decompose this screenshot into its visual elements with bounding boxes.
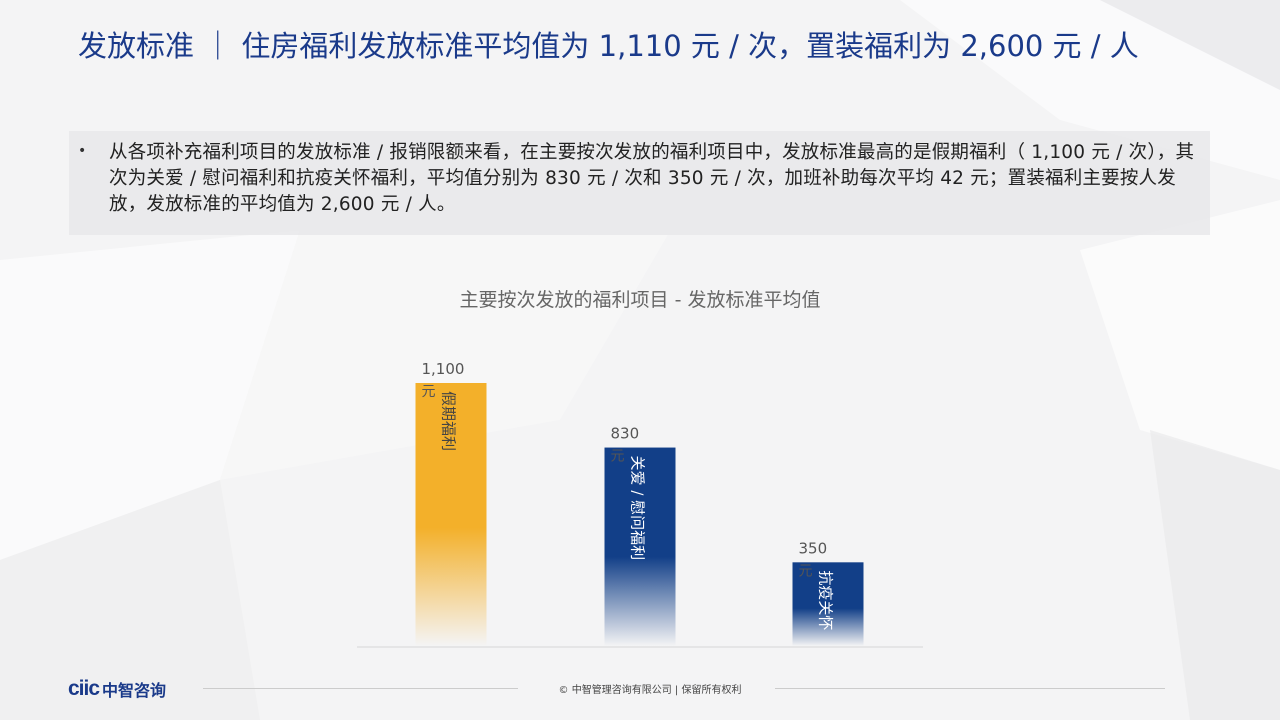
bar-3	[792, 562, 864, 646]
value-label-3: 350	[799, 539, 828, 557]
chart-title: 主要按次发放的福利项目 - 发放标准平均值	[459, 289, 821, 311]
summary-text: 从各项补充福利项目的发放标准 / 报销限额来看，在主要按次发放的福利项目中，发放…	[109, 142, 1195, 215]
unit-label-1: 元	[422, 384, 436, 400]
logo-name: 中智咨询	[102, 681, 167, 700]
footer-divider-right	[775, 688, 1165, 689]
category-label-3: 抗疫关怀	[817, 570, 835, 630]
summary-box: • 从各项补充福利项目的发放标准 / 报销限额来看，在主要按次发放的福利项目中，…	[69, 131, 1210, 235]
footer-logo: ciic 中智咨询	[68, 677, 166, 701]
page-title: 发放标准 ｜ 住房福利发放标准平均值为 1,110 元 / 次，置装福利为 2,…	[78, 29, 1139, 63]
bullet-icon: •	[78, 143, 87, 159]
unit-label-3: 元	[799, 563, 813, 579]
copyright-text: © 中智管理咨询有限公司 | 保留所有权利	[558, 685, 742, 696]
value-label-2: 830	[611, 425, 640, 443]
unit-label-2: 元	[611, 449, 625, 465]
bar-2	[604, 447, 676, 646]
category-label-2: 关爱 / 慰问福利	[629, 456, 647, 561]
category-label-1: 假期福利	[440, 391, 458, 451]
bar-1	[415, 383, 487, 646]
logo-mark: ciic	[68, 677, 100, 700]
footer-divider-left	[203, 688, 518, 689]
value-label-1: 1,100	[422, 360, 465, 378]
